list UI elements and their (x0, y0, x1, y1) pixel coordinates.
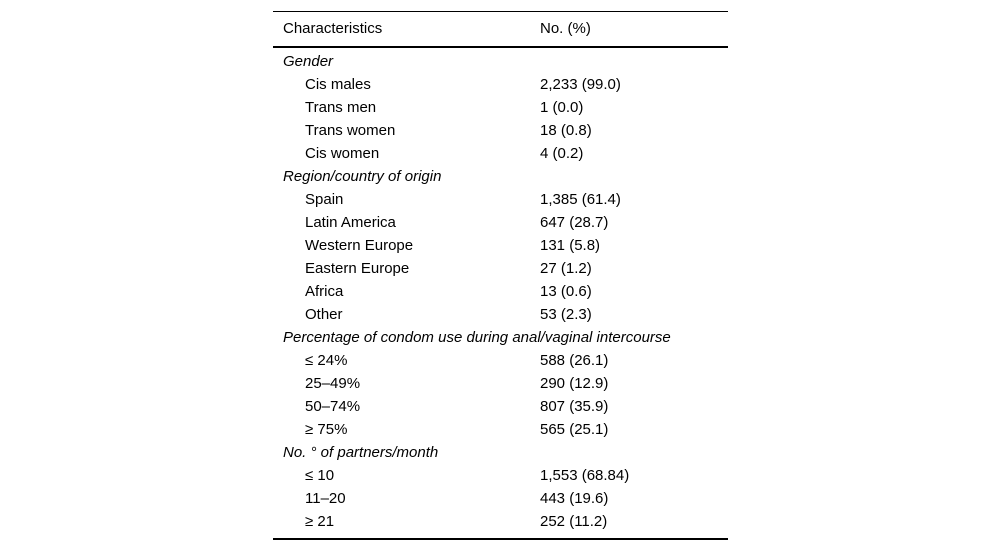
table-row: 11–20 443 (19.6) (273, 487, 728, 510)
table-row: Eastern Europe 27 (1.2) (273, 257, 728, 280)
row-label: Cis males (305, 76, 371, 93)
row-label: 11–20 (305, 490, 346, 507)
row-value: 588 (26.1) (540, 352, 609, 369)
table-row: Spain 1,385 (61.4) (273, 188, 728, 211)
row-value: 27 (1.2) (540, 260, 592, 277)
table-row: 25–49% 290 (12.9) (273, 372, 728, 395)
row-label: Western Europe (305, 237, 414, 254)
table-row: Percentage of condom use during anal/vag… (273, 326, 728, 349)
row-value: 18 (0.8) (540, 122, 592, 139)
table-row: Trans women 18 (0.8) (273, 119, 728, 142)
row-value: 565 (25.1) (540, 421, 609, 438)
table-row: ≥ 21 252 (11.2) (273, 510, 728, 533)
row-value: 443 (19.6) (540, 490, 609, 507)
table-body: Gender Cis males 2,233 (99.0) Trans men … (273, 48, 728, 538)
row-label: ≤ 10 (305, 467, 335, 484)
row-label: Latin America (305, 214, 396, 231)
row-value: 807 (35.9) (540, 398, 609, 415)
row-value: 53 (2.3) (540, 306, 592, 323)
row-label: Eastern Europe (305, 260, 410, 277)
row-label: Cis women (305, 145, 380, 162)
table-row: Gender (273, 50, 728, 73)
row-label: Other (305, 306, 343, 323)
row-value: 2,233 (99.0) (540, 76, 621, 93)
row-value: 1 (0.0) (540, 99, 584, 116)
row-label: ≥ 75% (305, 421, 348, 438)
row-label: No. ° of partners/month (283, 444, 439, 461)
characteristics-table: Characteristics No. (%) Gender Cis males… (273, 11, 728, 540)
table-row: ≤ 24% 588 (26.1) (273, 349, 728, 372)
row-value: 252 (11.2) (540, 513, 608, 530)
row-value: 1,385 (61.4) (540, 191, 621, 208)
row-label: Gender (283, 53, 334, 70)
table-row: 50–74% 807 (35.9) (273, 395, 728, 418)
row-value: 647 (28.7) (540, 214, 609, 231)
table-row: Africa 13 (0.6) (273, 280, 728, 303)
table-row: Other 53 (2.3) (273, 303, 728, 326)
table-row: Trans men 1 (0.0) (273, 96, 728, 119)
row-label: Africa (305, 283, 344, 300)
row-value: 4 (0.2) (540, 145, 584, 162)
row-label: ≥ 21 (305, 513, 335, 530)
row-label: Trans men (305, 99, 377, 116)
row-value: 290 (12.9) (540, 375, 609, 392)
header-no-percent: No. (%) (540, 20, 591, 37)
table-row: Region/country of origin (273, 165, 728, 188)
table-header-row: Characteristics No. (%) (273, 12, 728, 48)
row-label: ≤ 24% (305, 352, 348, 369)
row-value: 1,553 (68.84) (540, 467, 630, 484)
table-row: Latin America 647 (28.7) (273, 211, 728, 234)
row-label: Percentage of condom use during anal/vag… (283, 329, 671, 346)
row-value: 13 (0.6) (540, 283, 592, 300)
row-label: 50–74% (305, 398, 361, 415)
row-label: Spain (305, 191, 344, 208)
table-row: ≤ 10 1,553 (68.84) (273, 464, 728, 487)
table-row: Cis males 2,233 (99.0) (273, 73, 728, 96)
table-row: Western Europe 131 (5.8) (273, 234, 728, 257)
row-label: Region/country of origin (283, 168, 442, 185)
table-row: Cis women 4 (0.2) (273, 142, 728, 165)
row-value: 131 (5.8) (540, 237, 601, 254)
row-label: Trans women (305, 122, 396, 139)
table-row: No. ° of partners/month (273, 441, 728, 464)
row-label: 25–49% (305, 375, 361, 392)
header-characteristics: Characteristics (283, 20, 383, 37)
table-row: ≥ 75% 565 (25.1) (273, 418, 728, 441)
